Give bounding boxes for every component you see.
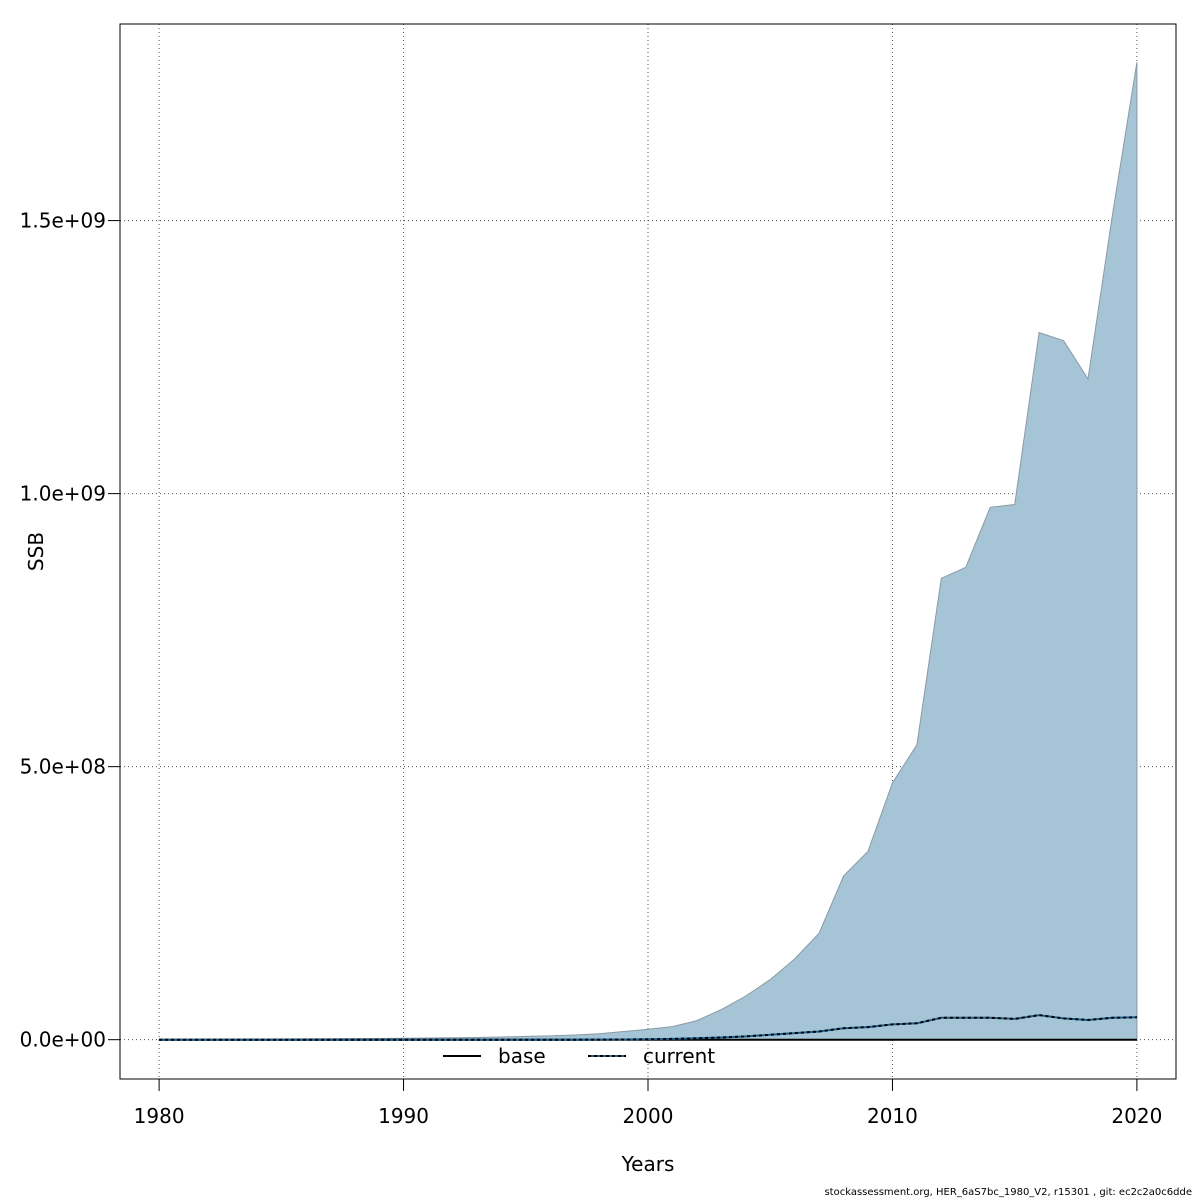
y-tick-label-5.0e+08: 5.0e+08 (20, 755, 106, 779)
x-axis-title: Years (621, 1152, 675, 1176)
footer-note: stockassessment.org, HER_6aS7bc_1980_V2,… (824, 1187, 1192, 1198)
x-tick-label-1980: 1980 (134, 1104, 185, 1128)
y-tick-label-1.0e+09: 1.0e+09 (20, 482, 106, 506)
x-tick-label-1990: 1990 (378, 1104, 429, 1128)
legend-label-base: base (498, 1044, 546, 1068)
x-tick-label-2020: 2020 (1111, 1104, 1162, 1128)
x-tick-label-2000: 2000 (623, 1104, 674, 1128)
y-axis-title: SSB (24, 532, 48, 571)
y-tick-label-0.0e+00: 0.0e+00 (20, 1028, 106, 1052)
x-axis: 1980 1990 2000 2010 2020 (134, 1078, 1162, 1128)
y-tick-label-1.5e+09: 1.5e+09 (20, 209, 106, 233)
legend: base current (443, 1044, 715, 1068)
y-axis: 0.0e+00 5.0e+08 1.0e+09 1.5e+09 (20, 209, 121, 1052)
legend-label-current: current (643, 1044, 715, 1068)
x-tick-label-2010: 2010 (867, 1104, 918, 1128)
series-line-current (159, 1014, 1137, 1041)
series-lines-layer (159, 1014, 1137, 1041)
